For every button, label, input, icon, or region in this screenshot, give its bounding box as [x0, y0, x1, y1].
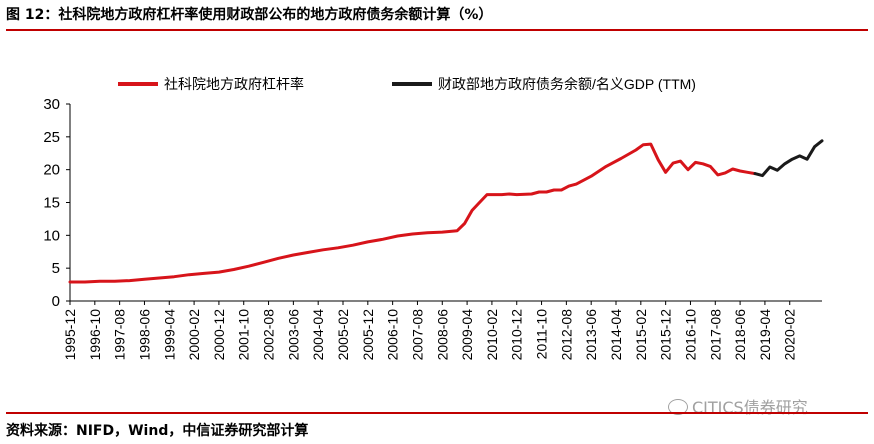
x-tick-label: 2002-08	[261, 309, 277, 361]
y-tick-label: 10	[43, 227, 60, 244]
x-tick-label: 2010-02	[484, 309, 500, 361]
x-tick-label: 2009-04	[459, 309, 475, 361]
x-tick-label: 1996-10	[87, 309, 103, 361]
x-tick-label: 2013-06	[583, 309, 599, 361]
x-tick-label: 2008-06	[434, 309, 450, 361]
x-tick-label: 2003-06	[285, 309, 301, 361]
chart-legend: 社科院地方政府杠杆率 财政部地方政府债务余额/名义GDP (TTM)	[118, 76, 696, 92]
series-line-2	[753, 139, 824, 178]
x-tick-label: 2018-06	[732, 309, 748, 361]
y-tick-label: 15	[43, 195, 60, 212]
x-tick-label: 2004-04	[310, 309, 326, 361]
figure-title: 图 12：社科院地方政府杠杆率使用财政部公布的地方政府债务余额计算（%）	[6, 7, 493, 23]
x-tick-label: 2015-02	[633, 309, 649, 361]
watermark: CITICS债券研究	[668, 394, 808, 418]
y-tick-label: 0	[52, 293, 60, 310]
x-tick-label: 1995-12	[62, 309, 78, 361]
y-tick-label: 20	[43, 162, 60, 179]
chart-series	[68, 139, 824, 284]
chart-axes: 0 5 10 15 20 25 30 1995-12 1996-10 1997-08 1998-06…	[43, 96, 822, 360]
footer-rule	[6, 412, 868, 414]
x-tick-label: 2000-02	[186, 309, 202, 361]
x-tick-label: 2016-10	[682, 309, 698, 361]
source-note: 资料来源：NIFD，Wind，中信证券研究部计算	[6, 423, 309, 439]
y-tick-label: 5	[52, 260, 60, 277]
x-tick-label: 2006-10	[385, 309, 401, 361]
line-chart: 社科院地方政府杠杆率 财政部地方政府债务余额/名义GDP (TTM) 0 5 10 1…	[43, 76, 824, 360]
legend-label-series-2: 财政部地方政府债务余额/名义GDP (TTM)	[438, 76, 696, 92]
x-tick-label: 2019-04	[757, 309, 773, 361]
y-tick-label: 25	[43, 129, 60, 146]
x-tick-label: 2020-02	[782, 309, 798, 361]
x-tick-label: 2007-08	[409, 309, 425, 361]
wechat-icon	[668, 399, 688, 415]
x-tick-label: 2014-04	[608, 309, 624, 361]
title-rule	[6, 29, 868, 31]
x-tick-label: 2000-12	[211, 309, 227, 361]
series-line-1	[68, 142, 757, 284]
x-tick-label: 2015-12	[658, 309, 674, 361]
x-tick-label: 2001-10	[236, 309, 252, 361]
legend-label-series-1: 社科院地方政府杠杆率	[164, 76, 304, 92]
y-tick-label: 30	[43, 96, 60, 113]
x-tick-label: 2005-02	[335, 309, 351, 361]
x-tick-label: 1998-06	[136, 309, 152, 361]
x-tick-label: 1999-04	[161, 309, 177, 361]
x-tick-label: 1997-08	[112, 309, 128, 361]
x-tick-label: 2010-12	[509, 309, 525, 361]
x-tick-label: 2011-10	[534, 309, 550, 360]
x-tick-label: 2017-08	[707, 309, 723, 361]
x-tick-label: 2005-12	[360, 309, 376, 361]
x-tick-label: 2012-08	[558, 309, 574, 361]
watermark-text: CITICS债券研究	[692, 398, 808, 417]
